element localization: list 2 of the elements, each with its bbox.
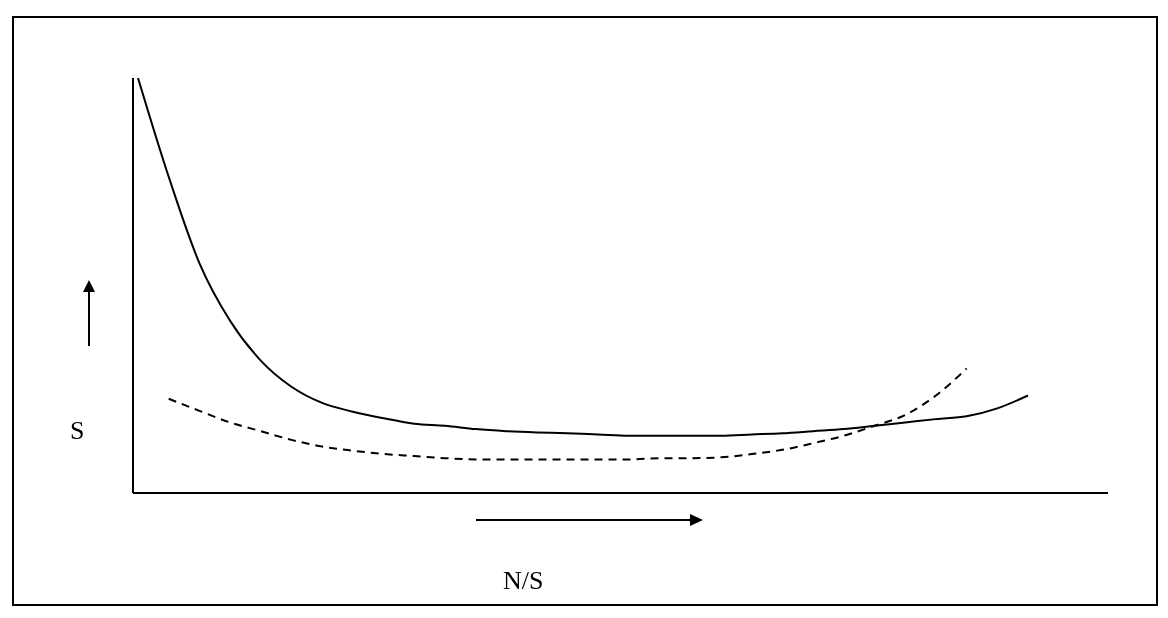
y-axis-title: S bbox=[70, 416, 85, 446]
x-axis-title: N/S bbox=[503, 566, 544, 596]
